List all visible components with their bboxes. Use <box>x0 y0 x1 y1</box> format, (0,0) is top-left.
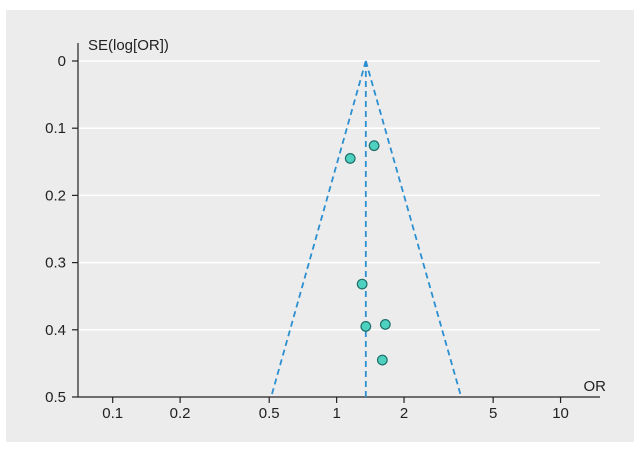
study-points <box>344 140 391 366</box>
y-tick-label: 0.5 <box>45 389 66 406</box>
x-tick-label: 0.1 <box>102 405 123 422</box>
study-point <box>356 278 368 290</box>
y-tick-label: 0.3 <box>45 255 66 272</box>
study-point <box>344 153 356 164</box>
x-tick-label: 0.5 <box>259 405 280 422</box>
y-tick-label: 0.2 <box>45 187 66 204</box>
x-tick-label: 0.2 <box>170 405 191 422</box>
study-point <box>368 140 380 152</box>
y-tick-label: 0.1 <box>45 120 66 137</box>
funnel-lines <box>270 60 463 398</box>
axes <box>72 43 600 403</box>
y-axis-title: SE(log[OR]) <box>88 37 169 54</box>
study-point <box>379 319 391 330</box>
study-point <box>360 321 372 332</box>
funnel-left-bound <box>270 60 367 398</box>
tick-labels: 0 0.1 0.2 0.3 0.4 0.5 0.1 0.2 0.5 1 2 5 10 <box>45 53 569 422</box>
x-axis-title: OR <box>584 378 607 395</box>
x-tick-label: 10 <box>552 405 569 422</box>
x-tick-label: 1 <box>332 405 340 422</box>
y-tick-label: 0 <box>58 53 66 70</box>
study-point <box>376 354 388 366</box>
x-tick-label: 2 <box>400 405 408 422</box>
x-tick-label: 5 <box>489 405 497 422</box>
y-tick-label: 0.4 <box>45 322 66 339</box>
funnel-right-bound <box>364 60 463 398</box>
gridlines <box>78 60 600 331</box>
